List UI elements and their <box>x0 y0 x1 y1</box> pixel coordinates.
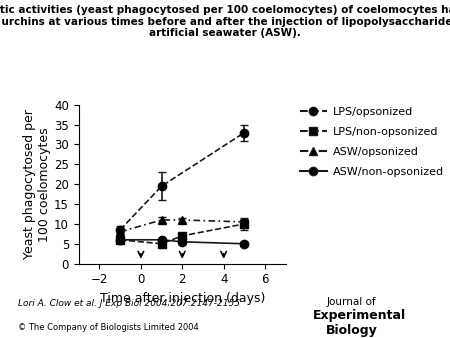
Legend: LPS/opsonized, LPS/non-opsonized, ASW/opsonized, ASW/non-opsonized: LPS/opsonized, LPS/non-opsonized, ASW/op… <box>300 107 444 177</box>
Text: Phagocytic activities (yeast phagocytosed per 100 coelomocytes) of coelomocytes : Phagocytic activities (yeast phagocytose… <box>0 5 450 38</box>
X-axis label: Time after injection (days): Time after injection (days) <box>99 292 265 305</box>
Y-axis label: Yeast phagocytosed per
100 coelomocytes: Yeast phagocytosed per 100 coelomocytes <box>23 109 51 259</box>
Text: Experimental: Experimental <box>313 309 406 322</box>
Text: Biology: Biology <box>326 324 378 337</box>
Text: © The Company of Biologists Limited 2004: © The Company of Biologists Limited 2004 <box>18 323 199 332</box>
Text: Journal of: Journal of <box>326 297 376 308</box>
Text: Lori A. Clow et al. J Exp Biol 2004;207:2147-2155: Lori A. Clow et al. J Exp Biol 2004;207:… <box>18 299 240 308</box>
